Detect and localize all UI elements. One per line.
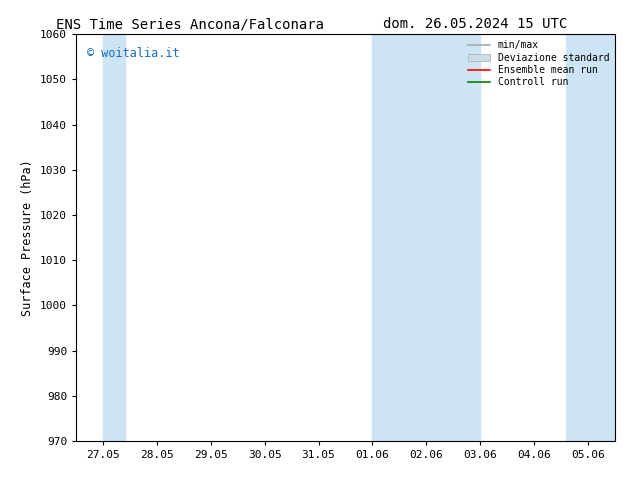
Text: dom. 26.05.2024 15 UTC: dom. 26.05.2024 15 UTC xyxy=(384,17,567,31)
Text: ENS Time Series Ancona/Falconara: ENS Time Series Ancona/Falconara xyxy=(56,17,324,31)
Y-axis label: Surface Pressure (hPa): Surface Pressure (hPa) xyxy=(22,159,34,316)
Text: © woitalia.it: © woitalia.it xyxy=(87,47,179,59)
Bar xyxy=(567,34,620,441)
Legend: min/max, Deviazione standard, Ensemble mean run, Controll run: min/max, Deviazione standard, Ensemble m… xyxy=(465,36,613,91)
Bar xyxy=(103,34,124,441)
Bar xyxy=(373,34,481,441)
